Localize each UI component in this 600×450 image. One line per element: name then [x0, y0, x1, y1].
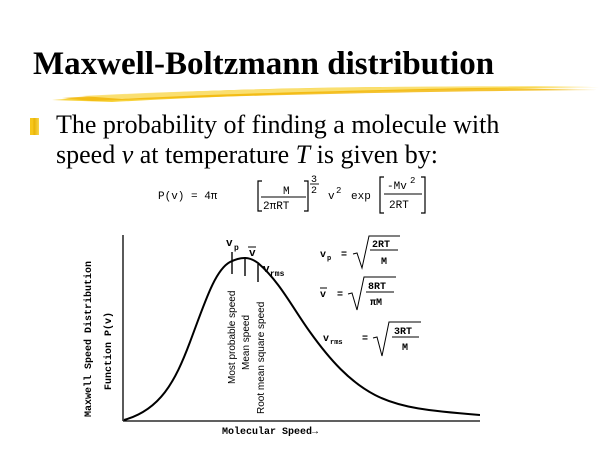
- formula-v-exp: 2: [336, 186, 341, 196]
- eq-vp-sub: p: [327, 255, 331, 263]
- eq-vp-lhs: v: [320, 250, 326, 261]
- vp-marker-sub: p: [234, 244, 239, 253]
- bullet-line-2-mid: at temperature: [133, 140, 296, 169]
- formula-power-num: 3: [311, 175, 317, 186]
- var-v: v: [121, 140, 134, 169]
- formula-exp-den: 2RT: [389, 200, 409, 212]
- formula-exp-num-sup: 2: [410, 176, 415, 186]
- eq-vp-num: 2RT: [372, 240, 390, 251]
- bullet-text: The probability of finding a molecule wi…: [56, 110, 576, 170]
- slide-title: Maxwell-Boltzmann distribution: [33, 46, 495, 82]
- eq-vrms-num: 3RT: [394, 327, 412, 338]
- formula-frac-num: M: [283, 186, 290, 198]
- eq-vbar-equals: =: [337, 290, 343, 301]
- eq-vbar-den: πM: [370, 298, 382, 309]
- var-T: T: [295, 140, 311, 169]
- eq-vbar-lhs: v: [320, 290, 326, 301]
- label-mean-speed: Mean speed: [241, 314, 252, 370]
- formula-v: v: [328, 191, 335, 203]
- bullet-line-2-suffix: is given by:: [310, 140, 438, 169]
- title-underline-swoosh: [52, 86, 600, 102]
- distribution-curve: [123, 257, 480, 421]
- x-axis-label: Molecular Speed→: [222, 427, 319, 438]
- label-root-mean-square-speed: Root mean square speed: [256, 301, 267, 414]
- vrms-marker: v: [263, 264, 270, 276]
- eq-vp-den: M: [381, 257, 387, 268]
- eq-vrms-lhs: v: [323, 334, 329, 345]
- formula-lhs: P(v) = 4π: [158, 191, 218, 203]
- eq-vbar-num: 8RT: [368, 282, 386, 293]
- bullet-line-2-prefix: speed: [56, 140, 122, 169]
- bullet-line-1: The probability of finding a molecule wi…: [56, 110, 500, 139]
- maxwell-formula: P(v) = 4π M 2πRT 3 2 v 2 exp -Mv 2 2RT: [158, 175, 426, 214]
- eq-vrms-equals: =: [362, 334, 368, 345]
- label-most-probable-speed: Most probable speed: [227, 290, 238, 384]
- formula-power-den: 2: [311, 186, 317, 197]
- vbar-marker: v: [249, 248, 256, 260]
- eq-vrms-sub: rms: [330, 339, 343, 347]
- formula-frac-den: 2πRT: [263, 201, 290, 213]
- eq-vrms-den: M: [402, 343, 408, 354]
- eq-vp-equals: =: [341, 250, 347, 261]
- vp-marker: v: [226, 238, 233, 250]
- vrms-marker-sub: rms: [270, 270, 285, 279]
- formula-exp: exp: [351, 191, 371, 203]
- bullet-marker: [30, 118, 39, 135]
- distribution-chart: v p v v rms v p = 2RT M v = 8RT πM v rms…: [122, 235, 480, 422]
- formula-exp-num: -Mv: [387, 181, 407, 193]
